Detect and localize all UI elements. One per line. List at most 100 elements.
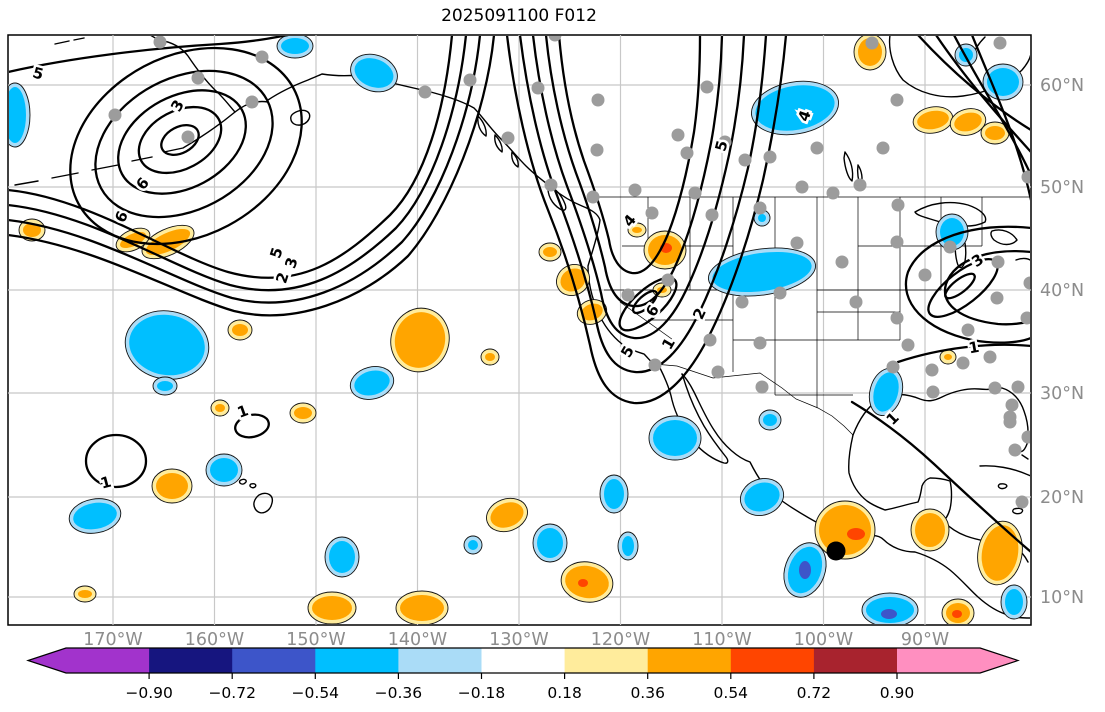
contour-line [904, 225, 1030, 344]
station-dot [531, 81, 545, 95]
contour-line [953, 36, 1030, 176]
station-dot [876, 141, 890, 155]
positive-anomaly [981, 525, 1019, 581]
colorbar-tick-label: −0.36 [375, 684, 423, 702]
negative-anomaly [281, 38, 309, 54]
station-dot [943, 240, 957, 254]
colorbar-band [232, 648, 316, 673]
lat-tick-label: 10°N [1040, 588, 1084, 608]
station-dot [890, 311, 904, 325]
coastline-path [547, 184, 567, 211]
colorbar-band [647, 648, 732, 673]
coastline-path [848, 434, 1029, 563]
anomaly-core [799, 561, 811, 579]
station-dot [961, 323, 975, 337]
coastline-path [551, 187, 655, 365]
negative-anomaly [712, 251, 812, 293]
station-dot [501, 131, 515, 145]
negative-anomaly [1005, 589, 1023, 615]
state-border-path [653, 363, 854, 436]
lon-tick-labels: 170°W 160°W 150°W 140°W 130°W 120°W 110°W 100°W… [83, 630, 949, 650]
station-dot [418, 85, 432, 99]
station-dot [926, 385, 940, 399]
colorbar-tick-label: −0.54 [292, 684, 340, 702]
station-dot [753, 201, 767, 215]
station-dot [703, 333, 717, 347]
coastline-path [914, 201, 1030, 269]
station-dot [711, 365, 725, 379]
station-dot [661, 273, 675, 287]
colorbar-tick-label: 0.90 [880, 684, 915, 702]
negative-anomaly [468, 540, 478, 550]
station-dot [548, 36, 562, 42]
positive-anomaly [954, 112, 982, 132]
station-dot [956, 356, 970, 370]
negative-anomaly [354, 370, 390, 396]
positive-anomaly [490, 502, 524, 528]
colorbar-tick-label: −0.18 [458, 684, 506, 702]
coastline-path [979, 465, 1030, 515]
positive-anomaly [120, 231, 146, 249]
station-dot [991, 255, 1005, 269]
contour-line [943, 250, 1030, 326]
station-dot [153, 36, 167, 49]
positive-anomaly [23, 223, 41, 237]
positive-anomaly [917, 110, 949, 130]
station-dots [108, 36, 1030, 509]
positive-anomaly [485, 353, 495, 361]
lon-tick-label: 140°W [388, 630, 447, 650]
lon-tick-label: 150°W [286, 630, 345, 650]
colorbar-tick-label: −0.90 [125, 684, 173, 702]
colorbar-tick-label: −0.72 [208, 684, 256, 702]
station-dot [853, 178, 867, 192]
colorbar-band [66, 648, 150, 673]
station-dot [890, 93, 904, 107]
station-dot [648, 358, 662, 372]
station-dot [628, 183, 642, 197]
lat-tick-label: 60°N [1040, 76, 1084, 96]
station-dot [591, 93, 605, 107]
station-dot [993, 36, 1007, 50]
positive-anomaly [294, 407, 312, 419]
highlight-dot [826, 541, 846, 561]
station-dot [1023, 276, 1030, 290]
station-dot [586, 190, 600, 204]
station-dot [790, 236, 804, 250]
positive-anomaly [819, 505, 871, 555]
lon-tick-label: 120°W [591, 630, 650, 650]
station-dot [1020, 311, 1030, 325]
negative-anomaly [537, 528, 563, 558]
contour-line [9, 36, 482, 304]
positive-anomaly [400, 595, 444, 621]
positive-anomaly [394, 312, 446, 368]
colorbar-band [398, 648, 482, 673]
positive-anomaly [215, 404, 225, 412]
contour-line [557, 36, 702, 275]
station-dot [1021, 430, 1030, 444]
positive-anomaly [985, 126, 1005, 140]
station-dot [795, 180, 809, 194]
contour-line [518, 36, 768, 374]
negative-anomaly [329, 541, 355, 573]
station-dot [590, 143, 604, 157]
contour-loop [69, 46, 303, 246]
colorbar-right-arrow [980, 648, 1018, 673]
contour-loop [632, 289, 658, 315]
lon-tick-label: 110°W [692, 630, 751, 650]
station-dot [886, 360, 900, 374]
positive-anomaly [145, 228, 191, 256]
lat-tick-label: 50°N [1040, 178, 1084, 198]
station-dot [688, 186, 702, 200]
station-dot [755, 380, 769, 394]
contour-line [9, 36, 289, 73]
anomaly-core [881, 609, 897, 619]
contour-line [9, 36, 454, 280]
negative-anomaly [157, 381, 173, 391]
colorbar-band [564, 648, 649, 673]
station-dot [983, 350, 997, 364]
colorbar-band [813, 648, 898, 673]
station-dot [1011, 380, 1025, 394]
station-dot [849, 295, 863, 309]
station-dot [1015, 495, 1029, 509]
